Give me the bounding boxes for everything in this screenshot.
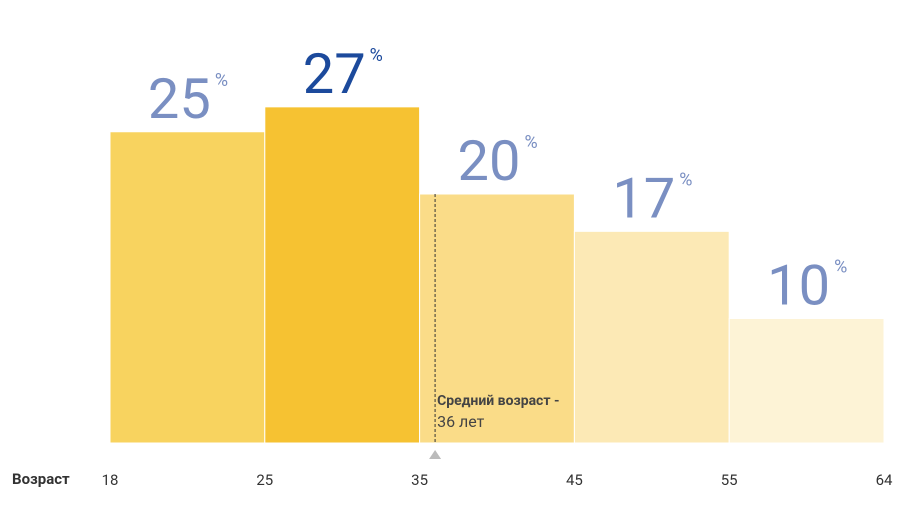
mean-marker bbox=[429, 450, 442, 459]
annotation: Средний возраст - bbox=[437, 393, 559, 409]
value-label: 10 bbox=[767, 253, 830, 319]
value-unit: % bbox=[370, 45, 383, 66]
value-unit: % bbox=[215, 70, 228, 91]
x-axis-label: Возраст bbox=[12, 470, 70, 488]
x-tick-label: 45 bbox=[566, 471, 583, 489]
x-tick-label: 55 bbox=[721, 471, 738, 489]
x-tick-label: 64 bbox=[876, 471, 893, 489]
x-tick-label: 18 bbox=[102, 471, 119, 489]
bar bbox=[109, 131, 266, 444]
value-unit: % bbox=[834, 257, 847, 278]
value-label: 27 bbox=[303, 41, 366, 107]
x-tick-label: 25 bbox=[256, 471, 273, 489]
bar bbox=[419, 193, 575, 444]
value-label: 20 bbox=[458, 128, 521, 194]
x-tick-label: 35 bbox=[411, 471, 428, 489]
value-unit: % bbox=[524, 132, 537, 153]
bar bbox=[264, 106, 421, 444]
bar bbox=[573, 230, 730, 444]
value-label: 25 bbox=[148, 66, 211, 132]
value-label: 17 bbox=[612, 165, 675, 231]
value-unit: % bbox=[679, 169, 692, 190]
bar bbox=[728, 318, 885, 444]
annotation: 36 лет bbox=[437, 412, 485, 431]
